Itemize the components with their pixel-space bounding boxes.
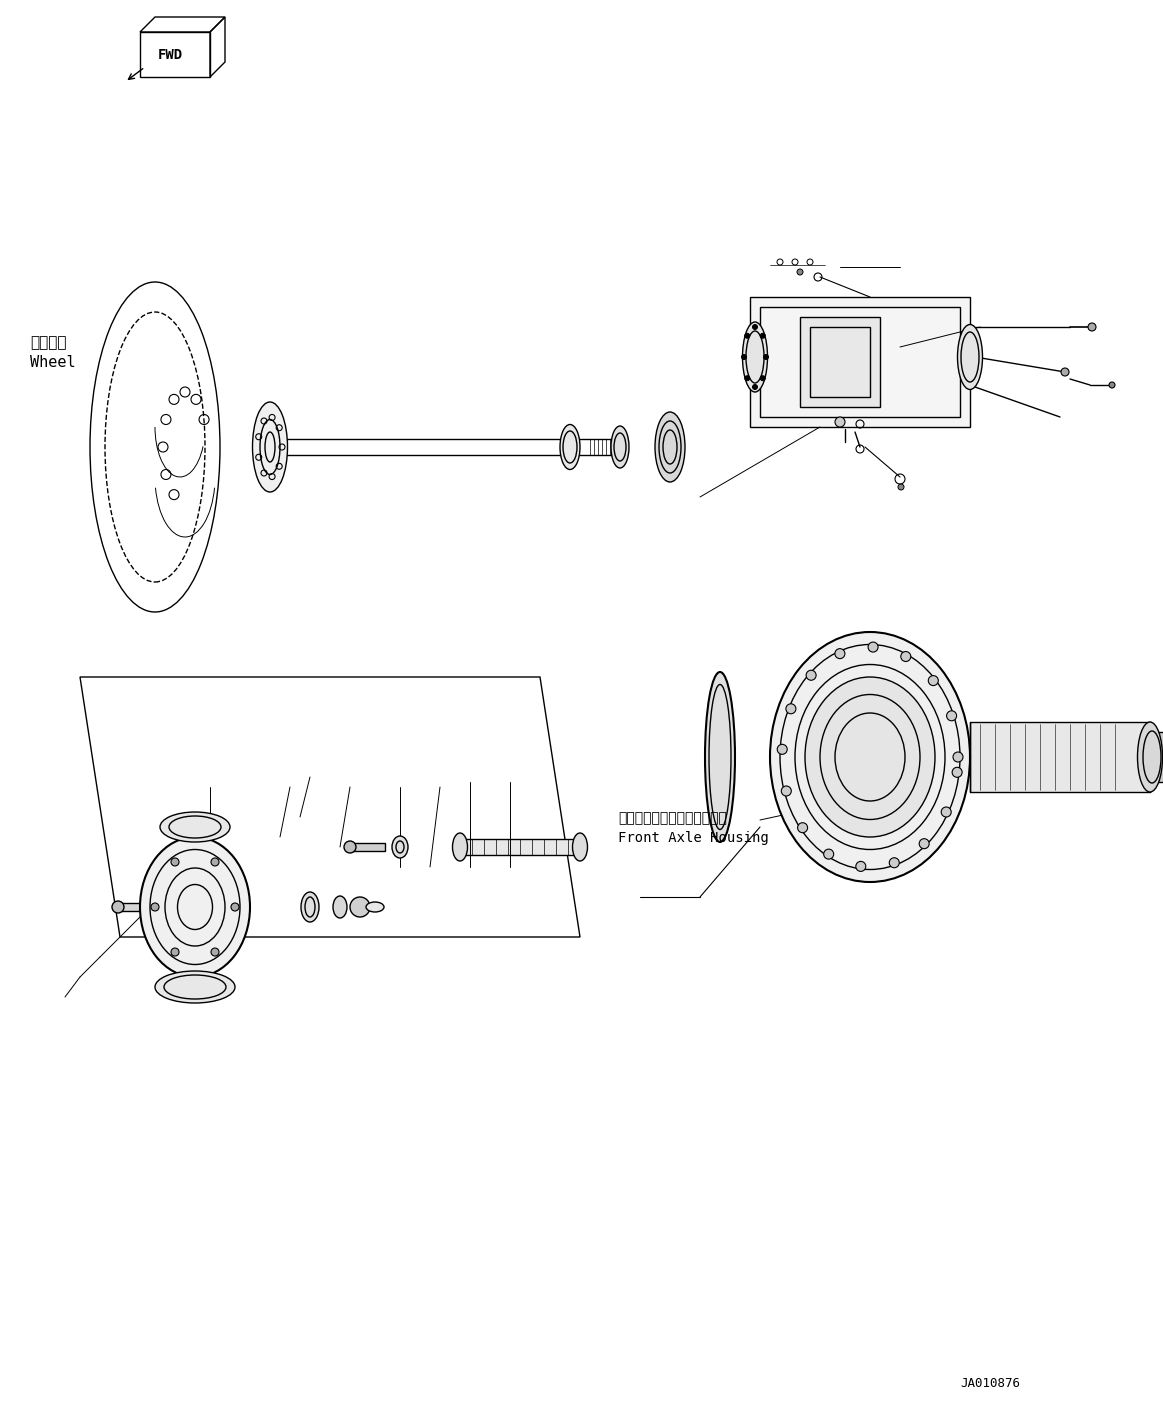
Circle shape — [1089, 323, 1096, 331]
Ellipse shape — [572, 833, 587, 860]
Bar — [750, 297, 970, 427]
Ellipse shape — [155, 970, 235, 1003]
Circle shape — [112, 900, 124, 913]
Circle shape — [1061, 368, 1069, 375]
Circle shape — [890, 858, 899, 868]
Ellipse shape — [561, 424, 580, 469]
Circle shape — [823, 849, 834, 859]
Text: フロントアクスルハウジング: フロントアクスルハウジング — [618, 811, 727, 825]
Circle shape — [744, 334, 750, 338]
Circle shape — [782, 786, 791, 796]
Bar — [120, 903, 170, 910]
Circle shape — [835, 417, 846, 427]
Text: ホイール: ホイール — [30, 335, 66, 350]
Circle shape — [835, 649, 844, 659]
Circle shape — [211, 858, 219, 866]
Circle shape — [742, 354, 747, 360]
Circle shape — [211, 948, 219, 956]
Circle shape — [798, 823, 807, 833]
Bar — [350, 843, 385, 850]
Circle shape — [752, 324, 757, 330]
Ellipse shape — [160, 812, 230, 842]
Ellipse shape — [957, 324, 983, 390]
Circle shape — [744, 375, 750, 381]
Circle shape — [919, 839, 929, 849]
Circle shape — [1110, 382, 1115, 388]
Ellipse shape — [392, 836, 408, 858]
Ellipse shape — [611, 427, 629, 468]
Ellipse shape — [301, 892, 319, 922]
Circle shape — [761, 375, 765, 381]
Circle shape — [797, 270, 802, 275]
Circle shape — [928, 675, 939, 685]
Ellipse shape — [805, 676, 935, 838]
Circle shape — [898, 484, 904, 489]
Circle shape — [344, 841, 356, 853]
Circle shape — [901, 652, 911, 662]
Bar — [759, 307, 959, 417]
Circle shape — [806, 671, 816, 681]
Ellipse shape — [770, 632, 970, 882]
Circle shape — [947, 711, 957, 721]
Circle shape — [868, 642, 878, 652]
Bar — [809, 327, 870, 397]
Bar — [800, 317, 880, 407]
Text: Wheel: Wheel — [30, 355, 76, 370]
Circle shape — [777, 745, 787, 755]
Bar — [1150, 732, 1163, 782]
Circle shape — [231, 903, 240, 910]
Ellipse shape — [333, 896, 347, 918]
Ellipse shape — [655, 412, 685, 482]
Ellipse shape — [452, 833, 468, 860]
Circle shape — [941, 808, 951, 818]
Ellipse shape — [1137, 722, 1163, 792]
Circle shape — [151, 903, 159, 910]
Text: FWD: FWD — [158, 49, 183, 61]
Circle shape — [171, 948, 179, 956]
Circle shape — [952, 768, 962, 778]
Circle shape — [171, 858, 179, 866]
Circle shape — [786, 704, 795, 714]
Bar — [461, 839, 580, 855]
Bar — [970, 722, 1150, 792]
Ellipse shape — [366, 902, 384, 912]
Circle shape — [856, 862, 865, 872]
Text: Front Axle Housing: Front Axle Housing — [618, 831, 769, 845]
Ellipse shape — [705, 672, 735, 842]
Circle shape — [761, 334, 765, 338]
Circle shape — [763, 354, 769, 360]
Ellipse shape — [742, 323, 768, 392]
Circle shape — [952, 752, 963, 762]
Ellipse shape — [140, 838, 250, 977]
Ellipse shape — [252, 402, 287, 492]
Text: JA010876: JA010876 — [959, 1377, 1020, 1390]
Circle shape — [350, 898, 370, 918]
Circle shape — [752, 384, 757, 390]
